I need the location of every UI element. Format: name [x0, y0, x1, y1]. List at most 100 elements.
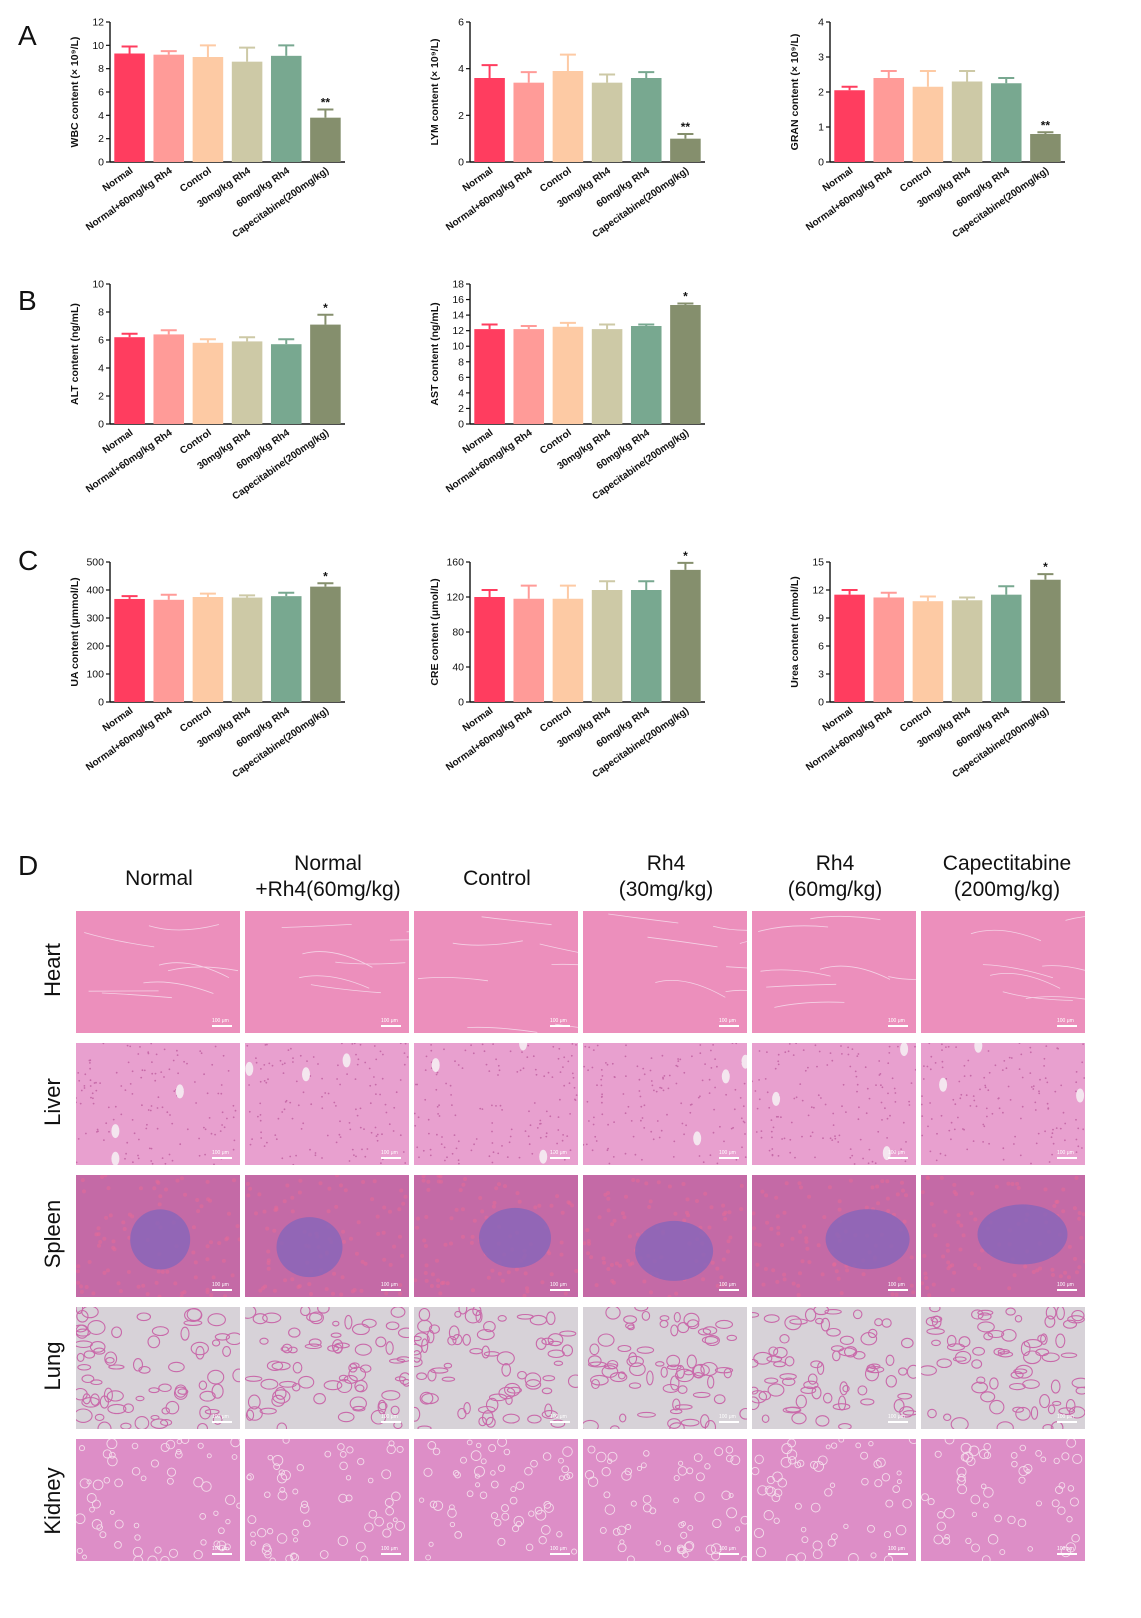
category-label: Control [898, 705, 934, 735]
chart-ua: 0 100 200 300 400 500 UA content (μmmol/L) Norm… [69, 557, 345, 780]
y-tick-label: 2 [98, 391, 104, 403]
scale-bar [888, 1553, 908, 1555]
bar-5 [1030, 134, 1061, 162]
category-label: Normal [101, 165, 136, 194]
y-tick-label: 4 [98, 363, 104, 375]
scale-bar-label: 100 μm [212, 1546, 229, 1552]
scale-bar-label: 100 μm [888, 1150, 905, 1156]
scale-bar [550, 1157, 570, 1159]
scale-bar [212, 1157, 232, 1159]
bar-2 [912, 601, 944, 702]
histology-image-kidney: 100 μm [245, 1439, 409, 1561]
scale-bar [381, 1421, 401, 1423]
scale-bar-label: 100 μm [550, 1150, 567, 1156]
histology-image-kidney: 100 μm [752, 1439, 916, 1561]
column-header-line2: +Rh4(60mg/kg) [255, 878, 401, 901]
y-tick-label: 2 [458, 403, 464, 415]
y-tick-label: 4 [458, 63, 464, 75]
y-tick-label: 500 [86, 557, 104, 569]
y-tick-label: 12 [452, 325, 464, 337]
bar-4 [990, 594, 1022, 702]
column-header-rh4-30: Rh4 (30mg/kg) [583, 851, 749, 903]
scale-bar-label: 100 μm [212, 1018, 229, 1024]
y-tick-label: 200 [86, 641, 104, 653]
y-tick-label: 0 [818, 157, 824, 169]
y-tick-label: 100 [86, 669, 104, 681]
bar-2 [552, 71, 584, 162]
y-tick-label: 1 [818, 122, 824, 134]
bar-4 [630, 326, 662, 424]
scale-bar-label: 100 μm [550, 1282, 567, 1288]
category-label: Normal [461, 427, 496, 456]
scale-bar-label: 100 μm [550, 1414, 567, 1420]
histology-image-lung: 100 μm [245, 1307, 409, 1429]
bar-4 [270, 596, 302, 702]
histology-image-kidney: 100 μm [76, 1439, 240, 1561]
histology-image-spleen: 100 μm [76, 1175, 240, 1297]
y-tick-label: 10 [92, 40, 104, 52]
bar-5 [310, 324, 341, 424]
bar-0 [834, 594, 865, 702]
significance-marker: * [323, 569, 328, 583]
y-tick-label: 4 [818, 17, 824, 29]
category-label: Normal [461, 705, 496, 734]
bar-3 [231, 341, 263, 424]
column-header-normal-rh4: Normal +Rh4(60mg/kg) [245, 851, 411, 903]
scale-bar [212, 1025, 232, 1027]
scale-bar-label: 100 μm [550, 1546, 567, 1552]
bar-0 [474, 329, 505, 424]
scale-bar [888, 1421, 908, 1423]
panel-label-d: D [18, 850, 39, 881]
column-header-rh4-60: Rh4 (60mg/kg) [752, 851, 918, 903]
scale-bar-label: 100 μm [1057, 1546, 1074, 1552]
y-tick-label: 0 [818, 697, 824, 709]
y-tick-label: 300 [86, 613, 104, 625]
category-label: Normal [101, 427, 136, 456]
y-tick-label: 8 [98, 63, 104, 75]
scale-bar [381, 1025, 401, 1027]
y-tick-label: 40 [452, 662, 464, 674]
y-tick-label: 8 [98, 307, 104, 319]
histology-image-spleen: 100 μm [245, 1175, 409, 1297]
category-label: Control [538, 705, 574, 735]
significance-marker: * [683, 549, 688, 563]
y-tick-label: 14 [452, 310, 464, 322]
scale-bar-label: 100 μm [381, 1150, 398, 1156]
y-axis-label: GRAN content (× 10⁹/L) [789, 34, 801, 151]
significance-marker: * [683, 289, 688, 303]
category-label: Control [898, 165, 934, 195]
column-header-line1: Rh4 [815, 852, 855, 875]
bar-0 [474, 78, 505, 162]
bar-3 [231, 597, 263, 702]
histology-image-liver: 100 μm [414, 1043, 578, 1165]
scale-bar [1057, 1289, 1077, 1291]
scale-bar [381, 1157, 401, 1159]
histology-image-lung: 100 μm [752, 1307, 916, 1429]
scale-bar [212, 1553, 232, 1555]
bar-5 [310, 586, 341, 702]
y-tick-label: 6 [458, 372, 464, 384]
column-header-control: Control [414, 866, 580, 892]
y-axis-label: LYM content (× 10⁹/L) [429, 39, 441, 146]
y-tick-label: 4 [458, 387, 464, 399]
bar-3 [591, 590, 623, 702]
scale-bar [719, 1025, 739, 1027]
y-tick-label: 0 [458, 419, 464, 431]
histology-image-kidney: 100 μm [921, 1439, 1085, 1561]
column-header-line1: Control [463, 867, 531, 890]
y-axis-label: ALT content (ng/mL) [69, 303, 81, 405]
category-label: Control [178, 705, 214, 735]
y-tick-label: 400 [86, 585, 104, 597]
significance-marker: ** [681, 120, 691, 134]
scale-bar [550, 1421, 570, 1423]
bar-1 [513, 329, 545, 424]
bar-1 [153, 54, 185, 162]
y-axis-label: CRE content (μmol/L) [429, 578, 441, 685]
y-tick-label: 6 [98, 335, 104, 347]
y-tick-label: 2 [818, 87, 824, 99]
scale-bar-label: 100 μm [212, 1414, 229, 1420]
bar-0 [474, 597, 505, 702]
panel-label-c: C [18, 545, 39, 576]
row-label-heart: Heart [40, 943, 65, 997]
